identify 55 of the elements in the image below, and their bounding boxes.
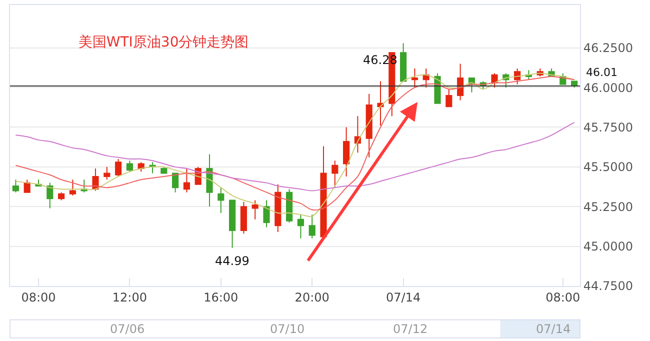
candlestick [24,179,30,193]
candlestick [160,166,168,174]
candlestick [69,179,76,196]
candlestick [46,182,54,209]
candlestick [377,80,384,126]
y-tick-label: 46.0000 [583,80,634,95]
y-tick-label: 45.2500 [583,200,634,214]
candlestick [297,214,304,239]
candlestick [343,126,350,177]
candlestick [286,188,293,223]
candlestick [491,72,498,88]
candlestick [411,68,418,88]
candlestick [332,160,338,188]
x-tick-label: 12:00 [112,290,147,304]
candlestick [206,154,213,208]
y-tick-label: 45.5000 [583,160,634,174]
text: 07/10 [270,322,305,336]
candlestick [240,201,247,234]
candlestick [366,93,372,158]
candlestick [320,146,327,238]
x-tick-label: 16:00 [204,290,238,304]
candlestick [446,88,452,108]
x-tick-label: 20:00 [294,290,330,304]
text: 美国WTI原油30分钟走势图 [78,34,249,50]
text: 07/06 [110,322,145,336]
candlestick [274,184,282,233]
candlestick [218,187,224,214]
x-tick-label: 07/14 [386,290,421,304]
text: 07/12 [393,322,428,336]
candlestick [229,200,236,248]
y-tick-label: 46.2500 [583,41,634,56]
candlestick [92,168,99,192]
candlestick [263,200,270,228]
candlestick [104,166,110,180]
candlestick [58,192,65,201]
x-tick-label: 08:00 [21,290,56,304]
line-series [15,122,575,192]
text: 07/14 [536,322,571,336]
y-tick-label: 45.7500 [583,120,634,134]
annotation: 44.99 [215,254,250,268]
y-tick-label: 45.0000 [583,240,634,254]
candlestick [80,179,88,193]
candlestick [457,63,464,101]
y-tick-label: 44.7500 [583,279,634,294]
candlestick [400,42,407,82]
candlestick [514,68,521,85]
candlestick [126,160,133,172]
candlestick [252,200,258,220]
x-tick-label: 08:00 [546,290,580,304]
candlestick [12,179,19,193]
candlestick [308,214,316,239]
candlestick [172,172,179,193]
candlestick [183,168,190,193]
ref-line-label: 46.01 [586,66,618,79]
candlestick [115,158,122,177]
